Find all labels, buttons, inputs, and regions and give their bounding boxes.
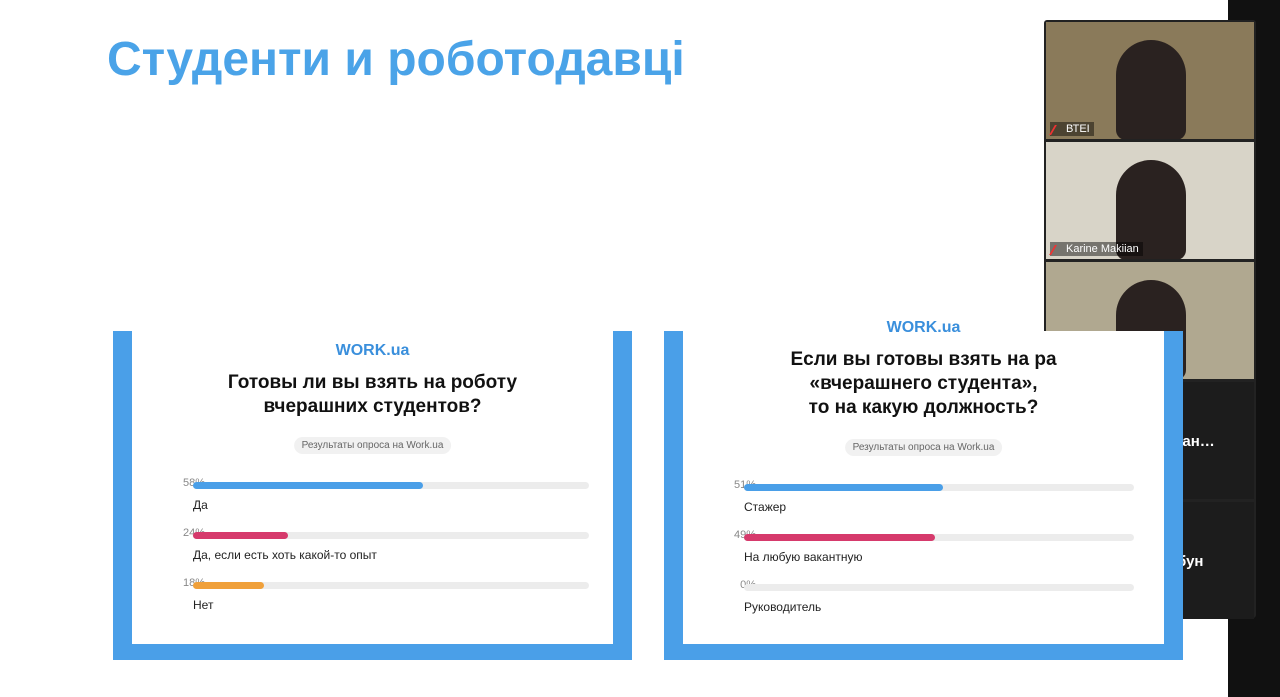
video-tile: Karine Makiian bbox=[1046, 142, 1254, 259]
bar-track bbox=[744, 534, 1134, 541]
poll-question: Готовы ли вы взять на роботу bbox=[227, 372, 518, 393]
poll-question: Если вы готовы взять на ра bbox=[790, 349, 1057, 370]
option-label: Да, если есть хоть какой-то опыт bbox=[193, 548, 377, 562]
participant-name: Karine Makiian bbox=[1050, 242, 1143, 256]
bar-track bbox=[193, 532, 589, 539]
bar-track bbox=[744, 484, 1134, 491]
poll-question: «вчерашнего студента», bbox=[809, 373, 1038, 394]
poll-caption: Результаты опроса на Work.ua bbox=[844, 439, 1003, 456]
participant-name: ВТЕІ bbox=[1050, 122, 1094, 136]
poll-content: Если вы готовы взять на ра «вчерашнего ст… bbox=[683, 331, 1164, 644]
poll-caption: Результаты опроса на Work.ua bbox=[293, 437, 452, 454]
bar bbox=[193, 582, 265, 589]
poll-card: Если вы готовы взять на ра «вчерашнего ст… bbox=[664, 319, 1183, 660]
person-silhouette bbox=[1116, 160, 1186, 259]
slide-title: Студенти и роботодавці bbox=[107, 33, 685, 86]
option-label: Нет bbox=[193, 598, 214, 612]
poll-logo: WORK.ua bbox=[335, 342, 410, 359]
option-label: Да bbox=[193, 498, 208, 512]
option-label: Руководитель bbox=[744, 600, 822, 614]
poll-card: Готовы ли вы взять на роботу вчерашних ст… bbox=[113, 331, 632, 660]
bar-track bbox=[744, 584, 1134, 591]
poll-question: вчерашних студентов? bbox=[263, 396, 482, 417]
video-tile: ВТЕІ bbox=[1046, 22, 1254, 139]
poll-question: то на какую должность? bbox=[808, 397, 1039, 418]
poll-logo: WORK.ua bbox=[886, 319, 961, 336]
bar bbox=[744, 484, 943, 491]
option-label: Стажер bbox=[744, 500, 787, 514]
person-silhouette bbox=[1116, 40, 1186, 139]
bar-track bbox=[193, 482, 589, 489]
bar bbox=[193, 482, 423, 489]
bar bbox=[193, 532, 289, 539]
option-label: На любую вакантную bbox=[744, 550, 863, 564]
bar-track bbox=[193, 582, 589, 589]
poll-content: Готовы ли вы взять на роботу вчерашних ст… bbox=[132, 331, 613, 644]
bar bbox=[744, 534, 936, 541]
